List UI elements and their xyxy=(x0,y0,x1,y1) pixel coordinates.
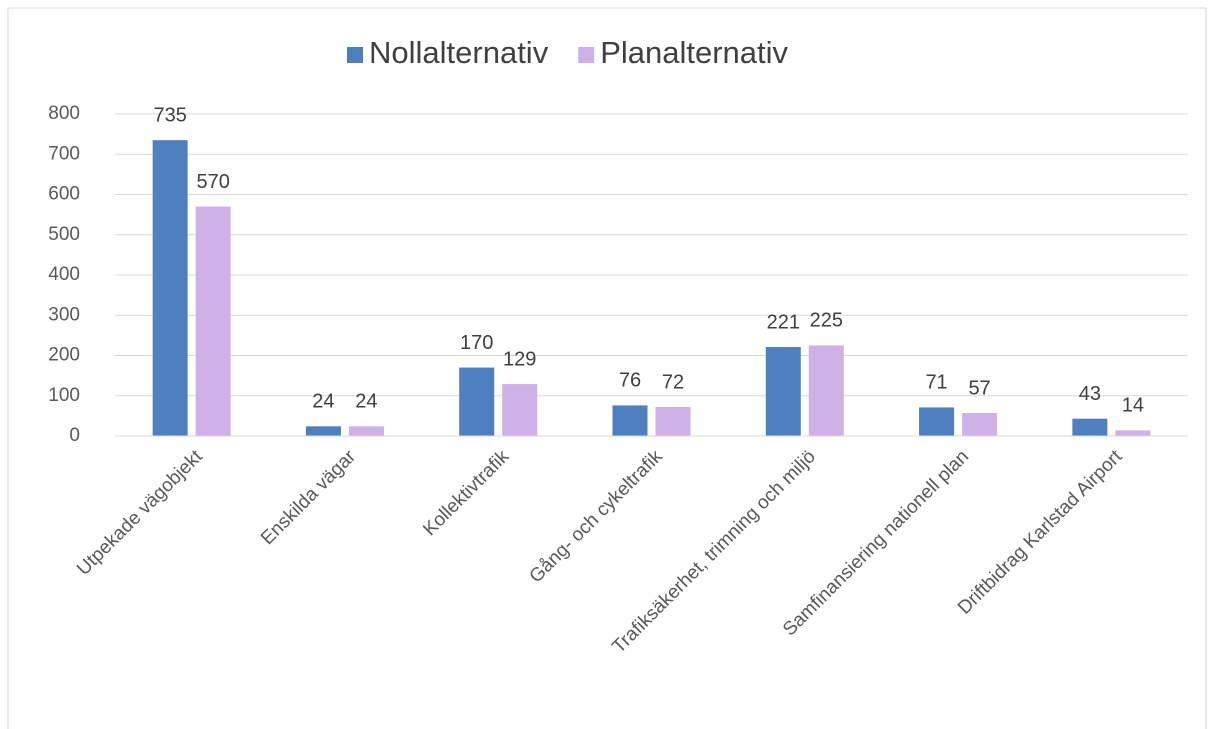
data-label: 14 xyxy=(1122,395,1144,417)
data-label: 57 xyxy=(968,377,990,399)
data-label: 24 xyxy=(312,391,334,413)
y-tick-label: 700 xyxy=(48,143,80,164)
chart-border xyxy=(7,7,1207,729)
bar xyxy=(502,384,538,436)
data-label: 221 xyxy=(767,311,800,333)
y-tick-label: 0 xyxy=(69,425,80,446)
y-tick-label: 600 xyxy=(48,184,80,205)
bar xyxy=(962,413,998,436)
bar xyxy=(919,407,955,436)
y-tick-label: 400 xyxy=(48,264,80,285)
bar xyxy=(348,426,384,436)
bar xyxy=(612,405,648,436)
legend-label: Nollalternativ xyxy=(369,35,549,70)
bar xyxy=(1072,418,1108,436)
bar xyxy=(459,367,495,436)
bar xyxy=(152,140,188,436)
bar xyxy=(765,347,801,436)
data-label: 570 xyxy=(196,171,229,193)
data-label: 170 xyxy=(460,332,493,354)
bar xyxy=(808,345,844,436)
bar xyxy=(1115,430,1151,436)
data-label: 71 xyxy=(925,372,947,394)
y-tick-label: 200 xyxy=(48,345,80,366)
data-label: 76 xyxy=(619,370,641,392)
y-tick-label: 100 xyxy=(48,385,80,406)
y-tick-label: 300 xyxy=(48,304,80,325)
data-label: 24 xyxy=(355,391,377,413)
bar xyxy=(195,206,231,436)
data-label: 225 xyxy=(810,310,843,332)
data-label: 735 xyxy=(153,104,186,126)
y-tick-label: 800 xyxy=(48,103,80,124)
y-tick-label: 500 xyxy=(48,224,80,245)
bar xyxy=(305,426,341,436)
bar xyxy=(655,407,691,436)
data-label: 129 xyxy=(503,348,536,370)
legend-swatch xyxy=(578,47,595,63)
data-label: 43 xyxy=(1079,383,1101,405)
legend-swatch xyxy=(347,47,363,63)
legend-label: Planalternativ xyxy=(600,35,788,70)
data-label: 72 xyxy=(662,371,684,393)
